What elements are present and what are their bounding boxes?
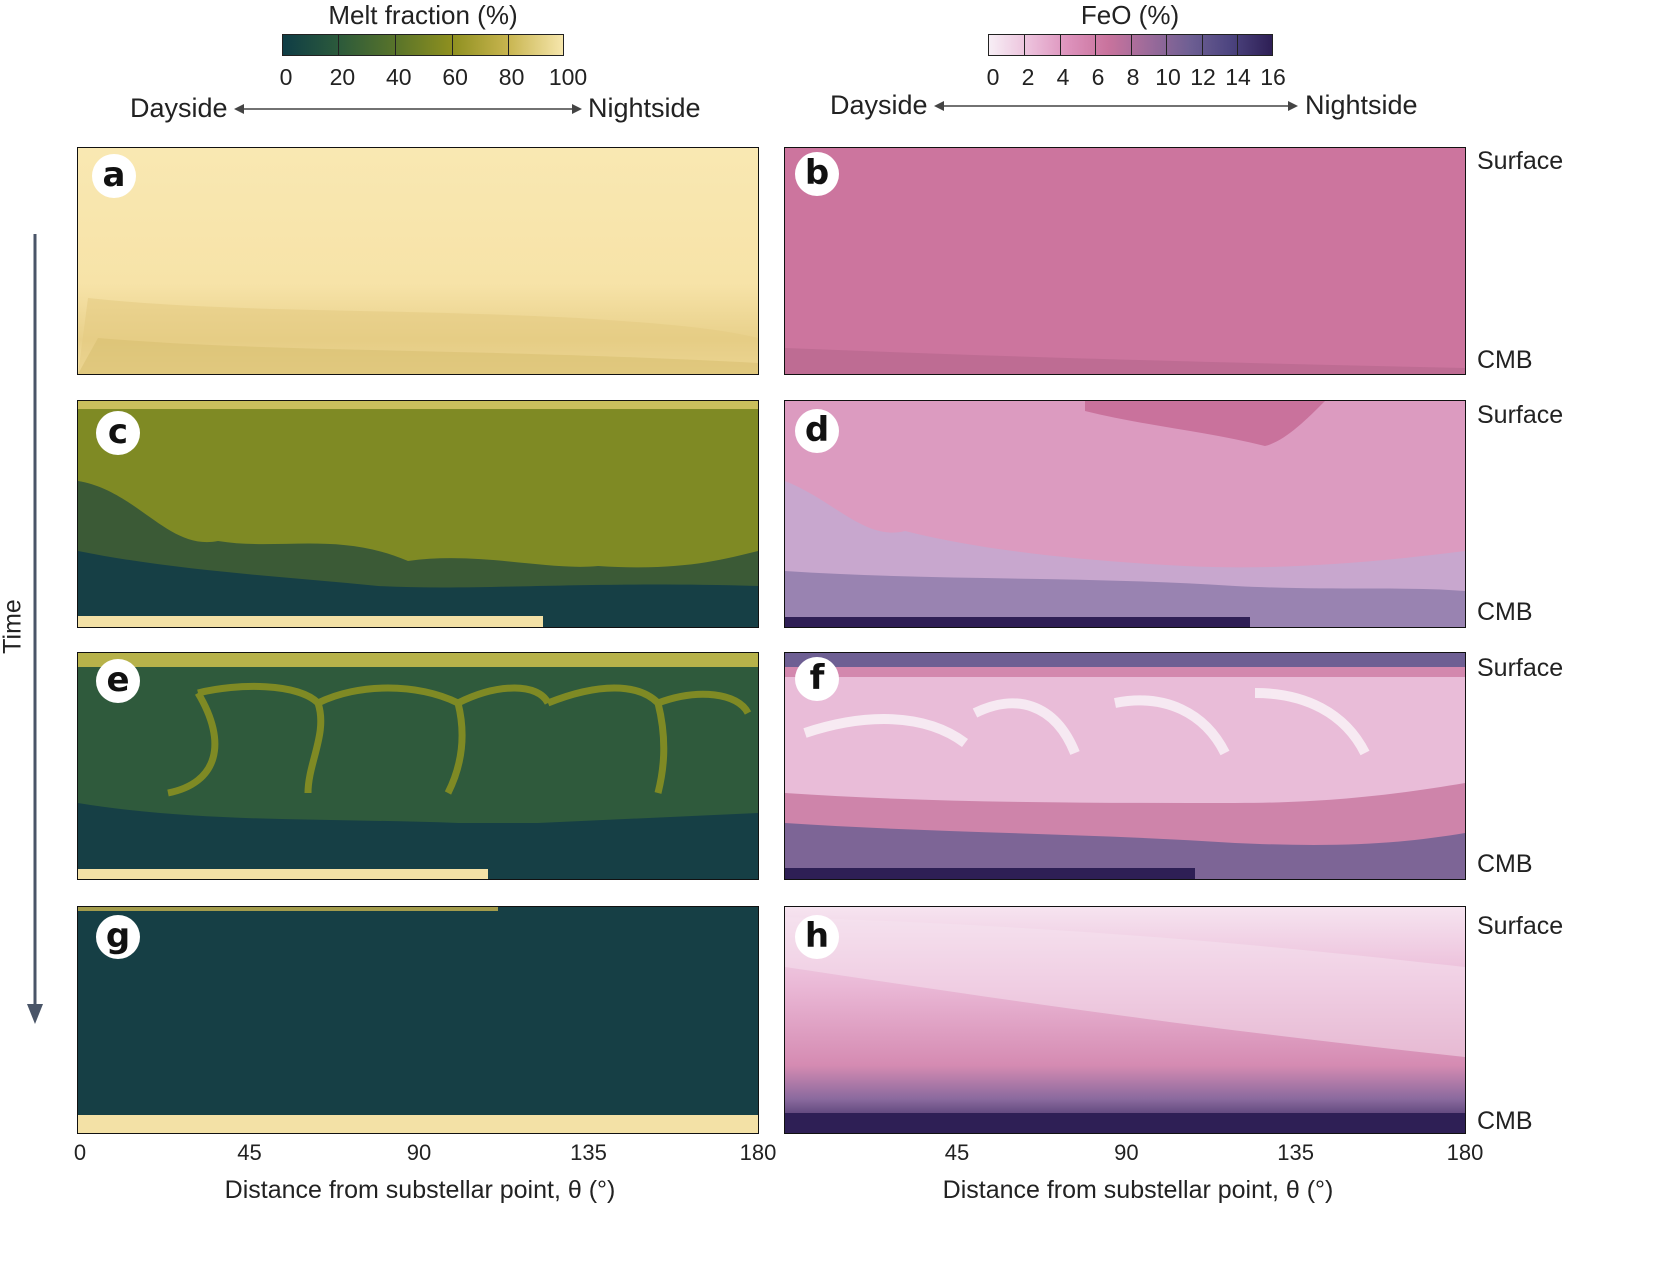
panel-label-d: d — [795, 409, 839, 453]
dayside-nightside-arrow-right — [934, 101, 1298, 111]
melt-colorbar-tick-4: 80 — [498, 64, 525, 90]
dayside-nightside-arrow-left — [234, 104, 582, 114]
cmb-label-row4: CMB — [1477, 1107, 1533, 1135]
panel-label-f: f — [795, 657, 839, 701]
panel-c-melt-fraction: c — [77, 400, 759, 628]
x-tick-right-3: 180 — [1446, 1140, 1484, 1165]
x-tick-left-0: 0 — [73, 1140, 87, 1165]
panel-a-melt-fraction: a — [77, 147, 759, 375]
panel-e-melt-fraction: e — [77, 652, 759, 880]
cmb-label-row1: CMB — [1477, 346, 1533, 374]
x-tick-left-3: 135 — [570, 1140, 607, 1165]
panel-label-h: h — [795, 915, 839, 959]
x-tick-right-1: 90 — [1114, 1140, 1139, 1165]
feo-colorbar-tick-6: 12 — [1190, 64, 1216, 90]
time-label: Time — [0, 599, 27, 654]
feo-colorbar-tick-4: 8 — [1126, 64, 1140, 90]
time-arrow — [27, 234, 43, 1024]
feo-colorbar-tick-1: 2 — [1021, 64, 1035, 90]
x-axis-label-left: Distance from substellar point, θ (°) — [224, 1176, 616, 1204]
cmb-label-row2: CMB — [1477, 598, 1533, 626]
nightside-label-left: Nightside — [588, 93, 701, 123]
dayside-label-right: Dayside — [830, 90, 928, 120]
surface-label-row4: Surface — [1477, 912, 1564, 940]
x-tick-right-0: 45 — [944, 1140, 970, 1165]
melt-colorbar-title: Melt fraction (%) — [328, 0, 518, 30]
x-tick-left-1: 45 — [237, 1140, 262, 1165]
panel-h-feo: h — [784, 906, 1466, 1134]
panel-g-melt-fraction: g — [77, 906, 759, 1134]
surface-label-row2: Surface — [1477, 401, 1564, 429]
nightside-label-right: Nightside — [1305, 90, 1418, 120]
feo-colorbar-tick-8: 16 — [1260, 64, 1286, 90]
x-tick-left-4: 180 — [739, 1140, 777, 1165]
feo-colorbar-title: FeO (%) — [1080, 0, 1180, 30]
feo-colorbar-tick-0: 0 — [986, 64, 1000, 90]
feo-colorbar-tick-7: 14 — [1225, 64, 1251, 90]
panel-label-a: a — [92, 154, 136, 198]
x-axis-label-right: Distance from substellar point, θ (°) — [942, 1176, 1334, 1204]
dayside-label-left: Dayside — [130, 93, 228, 123]
surface-label-row1: Surface — [1477, 147, 1564, 175]
melt-colorbar-tick-0: 0 — [279, 64, 293, 90]
feo-colorbar-tick-5: 10 — [1155, 64, 1181, 90]
panel-label-c: c — [96, 411, 140, 455]
panel-label-e: e — [96, 659, 140, 703]
melt-colorbar-tick-3: 60 — [442, 64, 468, 90]
melt-colorbar-tick-2: 40 — [386, 64, 412, 90]
panel-d-feo: d — [784, 400, 1466, 628]
melt-colorbar — [282, 34, 564, 56]
x-tick-right-2: 135 — [1277, 1140, 1315, 1165]
panel-b-feo: b — [784, 147, 1466, 375]
cmb-label-row3: CMB — [1477, 850, 1533, 878]
melt-colorbar-tick-1: 20 — [329, 64, 356, 90]
panel-label-g: g — [96, 915, 140, 959]
melt-colorbar-tick-5: 100 — [548, 64, 588, 90]
feo-colorbar-tick-2: 4 — [1056, 64, 1070, 90]
surface-label-row3: Surface — [1477, 654, 1564, 682]
panel-label-b: b — [795, 152, 839, 196]
feo-colorbar-tick-3: 6 — [1091, 64, 1105, 90]
x-tick-left-2: 90 — [406, 1140, 432, 1165]
panel-f-feo: f — [784, 652, 1466, 880]
feo-colorbar — [988, 34, 1273, 56]
